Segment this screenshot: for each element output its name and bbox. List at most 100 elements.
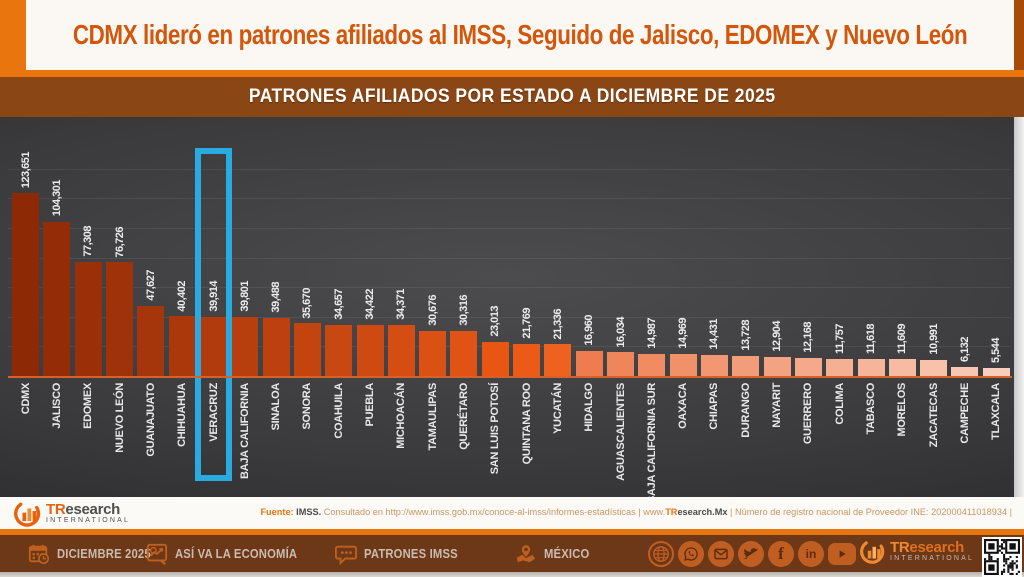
facebook-icon[interactable]: f (768, 540, 794, 567)
speech-bubble-icon (335, 545, 357, 565)
calendar-icon (28, 544, 49, 564)
state-label: QUINTANA ROO (520, 383, 533, 465)
value-label: 6,132 (958, 336, 971, 362)
headline-card: CDMX lideró en patrones afiliados al IMS… (26, 0, 1014, 70)
qr-code[interactable] (982, 537, 1022, 577)
bar-chihuahua (168, 316, 196, 376)
gridline (8, 316, 1010, 318)
value-label: 21,336 (551, 308, 564, 340)
source-text: Fuente: IMSS. Consultado en http://www.i… (260, 507, 1012, 517)
value-label: 11,609 (896, 323, 909, 354)
bar-coahuila (325, 324, 353, 376)
value-label: 11,757 (833, 323, 846, 354)
state-label: GUANAJUATO (144, 383, 157, 457)
globe-icon[interactable] (648, 540, 674, 567)
value-label: 21,769 (520, 308, 533, 339)
bar-cdmx (12, 193, 40, 376)
mexico-map-pin-icon (516, 543, 536, 562)
bar-baja-california-sur (638, 353, 666, 376)
gridline (8, 228, 1010, 229)
state-label: CAMPECHE (958, 383, 971, 444)
bar-yucatán (544, 344, 572, 376)
state-label: COLIMA (833, 383, 846, 425)
bar-sonora (293, 323, 321, 376)
chart-title: PATRONES AFILIADOS POR ESTADO A DICIEMBR… (248, 86, 776, 107)
state-label: NUEVO LEÓN (113, 383, 126, 453)
tresearch-logo-icon (14, 502, 41, 527)
whatsapp-icon[interactable] (678, 540, 704, 567)
value-label: 16,034 (614, 316, 627, 348)
nav-item-asi-va-la-economia[interactable]: ASÍ VA LA ECONOMÍA (146, 535, 311, 572)
bar-morelos (888, 358, 916, 376)
economy-chart-icon (146, 543, 168, 565)
state-label: EDOMEX (82, 383, 95, 429)
value-label: 13,728 (739, 320, 752, 351)
gridline (8, 168, 1010, 170)
value-label: 47,627 (144, 269, 157, 301)
bar-zacatecas (920, 359, 948, 376)
nav-item-patrones-imss[interactable]: PATRONES IMSS (335, 535, 468, 572)
state-label: DURANGO (739, 383, 752, 438)
value-label: 30,676 (426, 294, 439, 326)
bar-tamaulipas (419, 330, 447, 376)
bar-oaxaca (669, 353, 697, 376)
bar-aguascalientes (607, 352, 635, 376)
bottom-edge-strip (0, 572, 1024, 577)
email-icon[interactable] (708, 540, 734, 567)
state-label: MORELOS (896, 383, 909, 437)
gridline (8, 346, 1010, 348)
state-label: CHIAPAS (708, 383, 721, 430)
value-label: 12,168 (802, 322, 815, 353)
state-label: OAXACA (677, 383, 690, 429)
value-label: 34,371 (395, 289, 408, 321)
value-label: 11,618 (865, 323, 878, 354)
youtube-icon[interactable] (828, 542, 856, 565)
state-label: NAYARIT (771, 383, 784, 428)
bar-campeche (951, 366, 979, 376)
value-label: 39,801 (238, 281, 251, 313)
plot-area: 123,651 CDMX 104,301 JALISCO 77,308 EDOMEX 76,… (0, 117, 1014, 497)
bar-colima (826, 358, 854, 376)
value-label: 30,316 (457, 295, 470, 327)
twitter-icon[interactable] (738, 540, 764, 567)
value-label: 5,544 (990, 337, 1003, 363)
nav-label: PATRONES IMSS (364, 546, 458, 561)
nav-item-diciembre-2025[interactable]: DICIEMBRE 2025 (28, 535, 161, 572)
bar-nayarit (763, 356, 791, 376)
logo-brand-rest: esearch (909, 539, 965, 556)
state-label: AGUASCALIENTES (614, 383, 627, 481)
value-label: 16,960 (583, 315, 596, 346)
state-label: SINALOA (270, 383, 283, 431)
state-label: COAHUILA (332, 383, 345, 439)
value-label: 77,308 (82, 225, 95, 257)
logo-subtitle: INTERNATIONAL (46, 517, 131, 524)
state-label: TLAXCALA (990, 383, 1003, 440)
state-label: JALISCO (50, 383, 63, 429)
value-label: 34,657 (332, 289, 345, 320)
value-label: 14,431 (708, 319, 721, 350)
tresearch-logo: TResearch INTERNATIONAL (14, 500, 130, 527)
gridline (8, 257, 1010, 259)
state-label: CDMX (19, 383, 32, 415)
value-label: 34,422 (364, 289, 377, 321)
header-separator (0, 70, 1024, 77)
state-label: SAN LUIS POTOSÍ (489, 383, 502, 475)
highlight-box-veracruz (195, 148, 232, 481)
linkedin-icon[interactable]: in (798, 540, 824, 567)
value-label: 76,726 (113, 226, 126, 258)
bar-querétaro (450, 331, 478, 376)
bar-guanajuato (137, 305, 165, 376)
nav-label: DICIEMBRE 2025 (57, 546, 151, 561)
logo-subtitle: INTERNATIONAL (890, 555, 975, 562)
state-label: QUERÉTARO (457, 383, 470, 450)
bar-sinaloa (262, 317, 290, 376)
gridline (8, 287, 1010, 289)
header-right-accent (1014, 0, 1024, 70)
header-left-accent (0, 0, 26, 70)
bar-tlaxcala (982, 367, 1010, 376)
nav-item-mexico[interactable]: MÉXICO (515, 535, 595, 572)
state-label: ZACATECAS (927, 383, 940, 448)
bar-jalisco (43, 221, 71, 376)
value-label: 14,969 (677, 318, 690, 349)
bar-chiapas (700, 354, 728, 376)
